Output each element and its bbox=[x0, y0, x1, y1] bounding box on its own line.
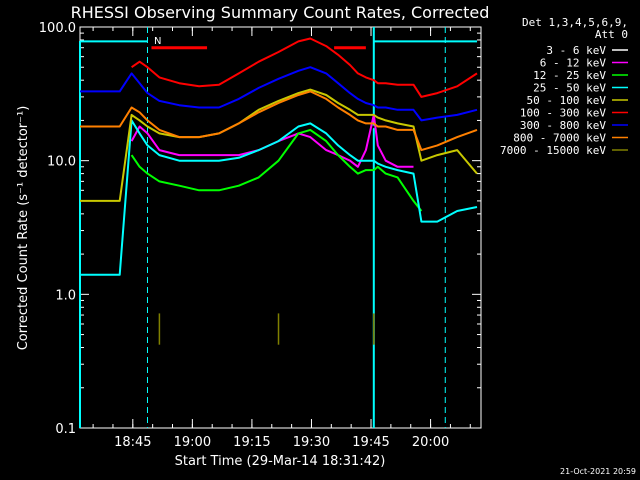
chart-title: RHESSI Observing Summary Count Rates, Co… bbox=[71, 3, 490, 22]
series-line-50-100kev bbox=[80, 88, 478, 202]
x-axis-label: Start Time (29-Mar-14 18:31:42) bbox=[175, 454, 386, 469]
series-group bbox=[80, 37, 478, 345]
legend-header-line-2: Att 0 bbox=[595, 28, 628, 41]
x-tick-label: 18:45 bbox=[114, 435, 151, 450]
y-tick-label: 10.0 bbox=[47, 155, 76, 170]
y-axis-ticks: 0.1 1.0 10.0 100.0 bbox=[39, 21, 481, 437]
legend-label: 25 - 50 keV bbox=[533, 82, 606, 95]
legend-label: 7000 - 15000 keV bbox=[500, 144, 606, 157]
legend-label: 6 - 12 keV bbox=[540, 57, 607, 70]
series-line-800-7000kev bbox=[80, 90, 478, 152]
x-tick-label: 19:00 bbox=[174, 435, 211, 450]
timestamp: 21-Oct-2021 20:59 bbox=[560, 467, 636, 476]
y-tick-label: 100.0 bbox=[39, 21, 76, 36]
series-line-3-6kev bbox=[130, 106, 423, 255]
legend-header-line-1: Det 1,3,4,5,6,9, bbox=[522, 16, 628, 29]
flag-label: N bbox=[154, 36, 161, 47]
legend-label: 100 - 300 keV bbox=[520, 107, 606, 120]
y-axis-label: Corrected Count Rate (s⁻¹ detector⁻¹) bbox=[16, 106, 31, 351]
y-tick-label: 1.0 bbox=[55, 288, 76, 303]
series-line-25-50kev bbox=[80, 119, 478, 276]
legend-label: 300 - 800 keV bbox=[520, 119, 606, 132]
x-axis-ticks: 18:45 19:00 19:15 19:30 19:45 20:00 bbox=[92, 27, 471, 450]
legend-label: 800 - 7000 keV bbox=[513, 132, 606, 145]
reference-lines bbox=[79, 27, 478, 428]
x-tick-label: 19:45 bbox=[352, 435, 389, 450]
series-line-300-800kev bbox=[80, 66, 478, 122]
x-tick-label: 19:30 bbox=[293, 435, 330, 450]
y-tick-label: 0.1 bbox=[55, 422, 76, 437]
x-tick-label: 20:00 bbox=[412, 435, 449, 450]
series-line-12-25kev bbox=[130, 128, 423, 212]
x-tick-label: 19:15 bbox=[233, 435, 270, 450]
legend-label: 50 - 100 keV bbox=[527, 94, 607, 107]
legend-label: 3 - 6 keV bbox=[546, 44, 606, 57]
series-line-6-12kev bbox=[130, 113, 414, 168]
legend-label: 12 - 25 keV bbox=[533, 69, 606, 82]
series-line-100-300kev bbox=[131, 37, 478, 98]
